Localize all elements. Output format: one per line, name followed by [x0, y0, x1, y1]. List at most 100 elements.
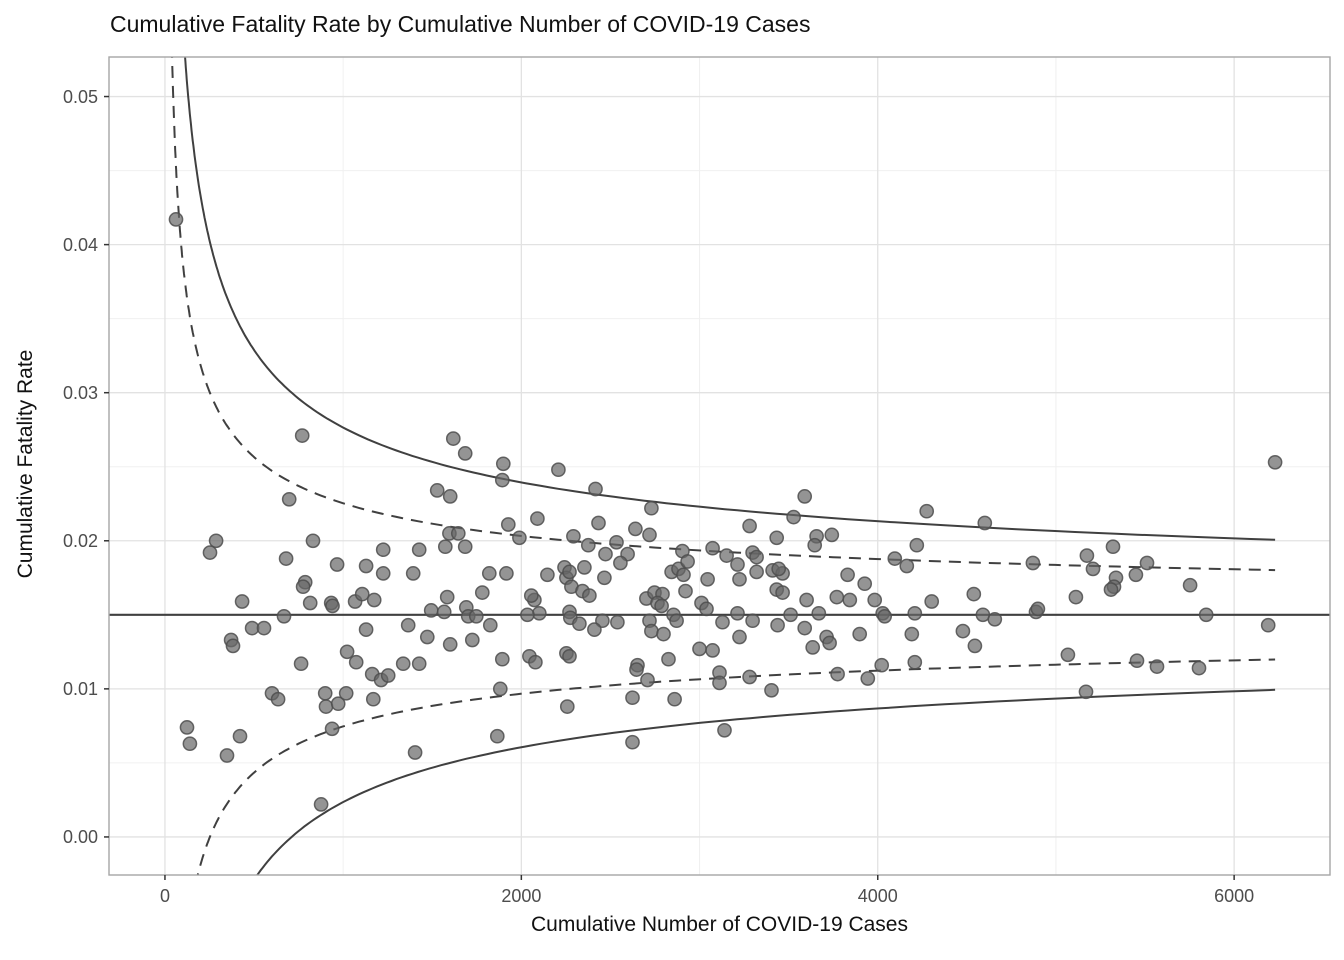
chart-title: Cumulative Fatality Rate by Cumulative N… — [110, 11, 811, 37]
data-point — [591, 515, 606, 531]
data-point — [955, 623, 971, 639]
data-point — [354, 586, 370, 602]
data-point — [640, 672, 655, 688]
data-point — [987, 611, 1003, 627]
data-point — [676, 567, 691, 583]
data-point — [572, 616, 587, 632]
data-point — [313, 797, 329, 812]
data-point — [629, 662, 644, 677]
data-point — [1079, 548, 1095, 563]
data-point — [375, 566, 391, 581]
data-point — [437, 539, 453, 555]
y-tick-label: 0.01 — [63, 679, 98, 699]
data-point — [1078, 684, 1094, 700]
data-point — [559, 699, 575, 714]
data-point — [907, 605, 923, 621]
data-point — [531, 605, 547, 621]
x-tick-label: 0 — [160, 886, 170, 906]
data-point — [365, 691, 381, 707]
data-point — [786, 509, 801, 525]
data-point — [907, 654, 923, 670]
y-tick-label: 0.02 — [63, 531, 98, 551]
data-point — [494, 472, 510, 488]
data-point — [771, 561, 787, 577]
data-point — [562, 648, 577, 664]
data-point — [769, 530, 785, 546]
data-point — [1030, 601, 1046, 617]
data-point — [764, 682, 779, 698]
data-point — [588, 481, 603, 497]
data-point — [598, 546, 613, 562]
data-point — [338, 685, 354, 701]
data-point — [783, 607, 798, 623]
data-point — [457, 446, 473, 461]
data-point — [281, 491, 297, 507]
data-point — [512, 530, 527, 546]
data-point — [799, 592, 814, 608]
data-point — [857, 576, 873, 592]
data-point — [1085, 561, 1101, 577]
data-point — [492, 681, 508, 697]
data-point — [628, 521, 643, 537]
data-point — [375, 542, 391, 558]
data-point — [807, 537, 823, 553]
data-point — [489, 728, 505, 744]
data-point — [717, 722, 732, 738]
data-point — [540, 567, 555, 583]
y-tick-label: 0.00 — [63, 827, 98, 847]
data-point — [822, 635, 837, 651]
data-point — [852, 626, 868, 642]
data-point — [811, 605, 827, 621]
data-point — [654, 598, 669, 614]
data-point — [797, 489, 813, 504]
data-point — [358, 558, 374, 574]
data-point — [530, 511, 545, 526]
data-point — [276, 608, 292, 624]
data-point — [742, 518, 757, 534]
data-point — [324, 721, 340, 737]
data-point — [411, 656, 427, 672]
data-point — [405, 566, 421, 581]
data-point — [749, 564, 764, 580]
data-point — [661, 651, 676, 667]
data-point — [495, 456, 511, 472]
data-point — [775, 585, 790, 600]
data-point — [667, 691, 682, 707]
data-point — [924, 594, 940, 609]
axis-ticks: 0.00 0.01 0.02 0.03 0.04 0.05 0 2000 4000 6000 — [63, 87, 1254, 906]
data-point — [609, 534, 624, 550]
data-point — [395, 656, 411, 672]
data-point — [909, 537, 925, 553]
data-point — [468, 608, 484, 624]
data-point — [824, 527, 840, 543]
x-tick-label: 4000 — [858, 886, 898, 906]
data-point — [745, 613, 760, 629]
data-point — [705, 643, 720, 658]
data-point — [494, 651, 510, 667]
data-point — [225, 638, 241, 654]
x-axis-title: Cumulative Number of COVID-19 Cases — [531, 913, 908, 936]
data-point — [1103, 582, 1119, 597]
data-point — [400, 617, 416, 633]
data-point — [712, 675, 727, 691]
data-point — [705, 540, 720, 556]
x-tick-label: 6000 — [1214, 886, 1254, 906]
data-point — [805, 640, 821, 655]
data-point — [730, 557, 745, 572]
data-point — [1129, 653, 1145, 669]
data-point — [318, 699, 334, 714]
data-point — [329, 557, 345, 572]
data-point — [445, 431, 461, 446]
lower-95-limit-line — [196, 658, 1276, 875]
data-point — [719, 548, 734, 563]
data-point — [278, 551, 294, 566]
data-point — [523, 588, 539, 603]
data-point — [499, 566, 514, 581]
data-point — [715, 614, 730, 630]
data-point — [419, 629, 435, 645]
data-point — [730, 605, 745, 621]
data-point — [1025, 555, 1041, 571]
data-point — [966, 586, 982, 602]
data-point — [270, 691, 286, 707]
data-point — [587, 622, 602, 637]
